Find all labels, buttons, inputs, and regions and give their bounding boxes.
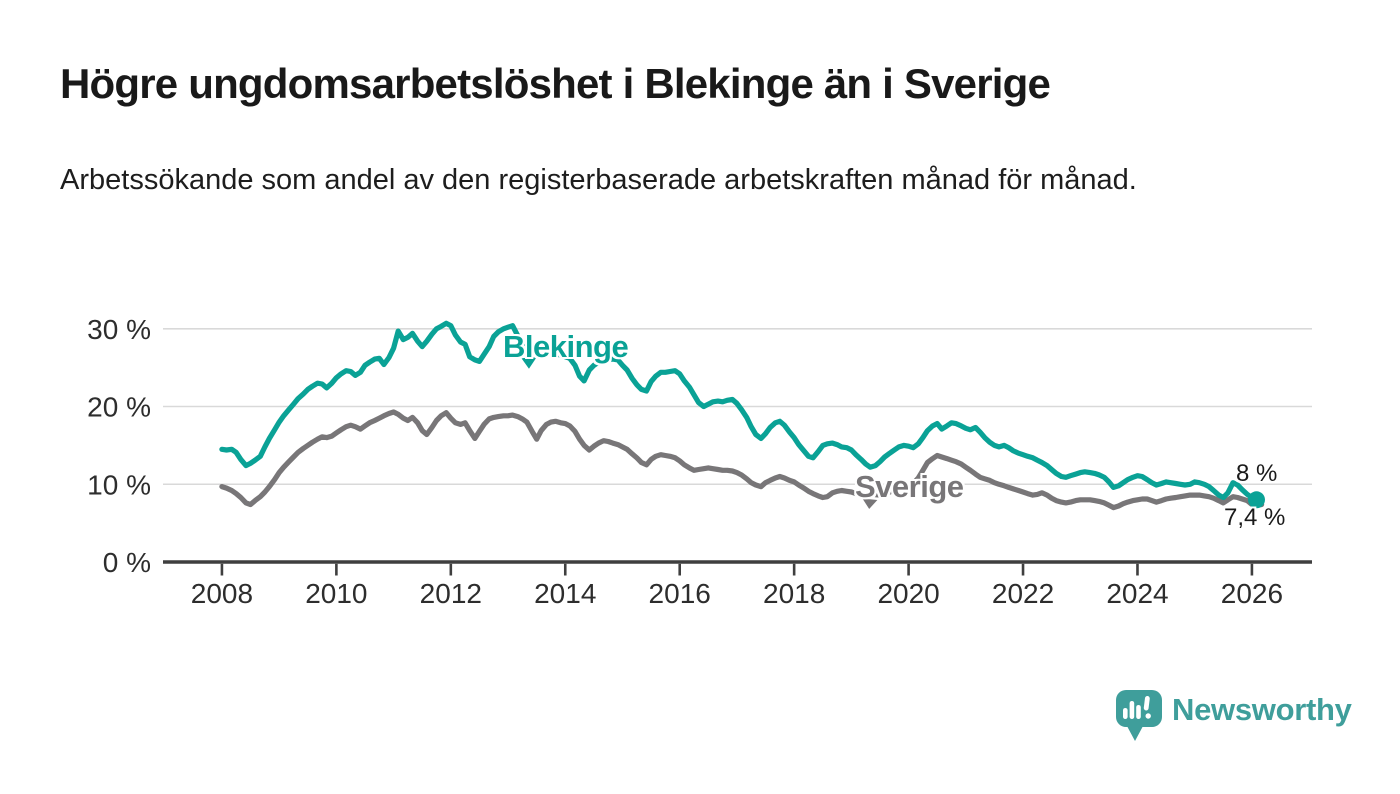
newsworthy-logo-icon: [1116, 690, 1162, 741]
page-subtitle: Arbetssökande som andel av den registerb…: [60, 164, 1137, 196]
logo-exclamation-dot: [1145, 713, 1151, 719]
sverige-label-arrow: [858, 495, 882, 513]
logo-exclamation-bar: [1143, 696, 1150, 711]
x-tick-label: 2016: [649, 578, 711, 609]
x-tick-label: 2014: [534, 578, 596, 609]
blekinge-series-label: Blekinge: [503, 329, 629, 364]
x-tick-label: 2020: [877, 578, 939, 609]
newsworthy-logo-text: Newsworthy: [1172, 692, 1352, 727]
page-title: Högre ungdomsarbetslöshet i Blekinge än …: [60, 60, 1051, 107]
x-tick-label: 2018: [763, 578, 825, 609]
logo-bar-1: [1123, 708, 1128, 719]
y-tick-label: 30 %: [87, 314, 151, 345]
blekinge-label-arrow: [517, 354, 541, 373]
sverige-series-label: Sverige: [855, 469, 964, 504]
x-tick-label: 2024: [1106, 578, 1168, 609]
y-tick-label: 20 %: [87, 392, 151, 423]
x-tick-label: 2012: [420, 578, 482, 609]
x-tick-label: 2008: [191, 578, 253, 609]
blekinge-end-value-label: 8 %: [1236, 460, 1278, 487]
y-tick-label: 0 %: [103, 547, 151, 578]
x-tick-label: 2010: [305, 578, 367, 609]
x-tick-label: 2026: [1221, 578, 1283, 609]
sverige-end-value-label: 7,4 %: [1224, 504, 1286, 531]
logo-bar-2: [1129, 701, 1135, 719]
y-tick-label: 10 %: [87, 469, 151, 500]
series-line-blekinge: [219, 320, 1260, 503]
x-tick-label: 2022: [992, 578, 1054, 609]
series-end-dot: [1247, 491, 1265, 509]
logo-bar-3: [1136, 705, 1141, 719]
newsworthy-logo: Newsworthy: [1116, 690, 1352, 744]
series-line-sverige: [219, 409, 1265, 511]
